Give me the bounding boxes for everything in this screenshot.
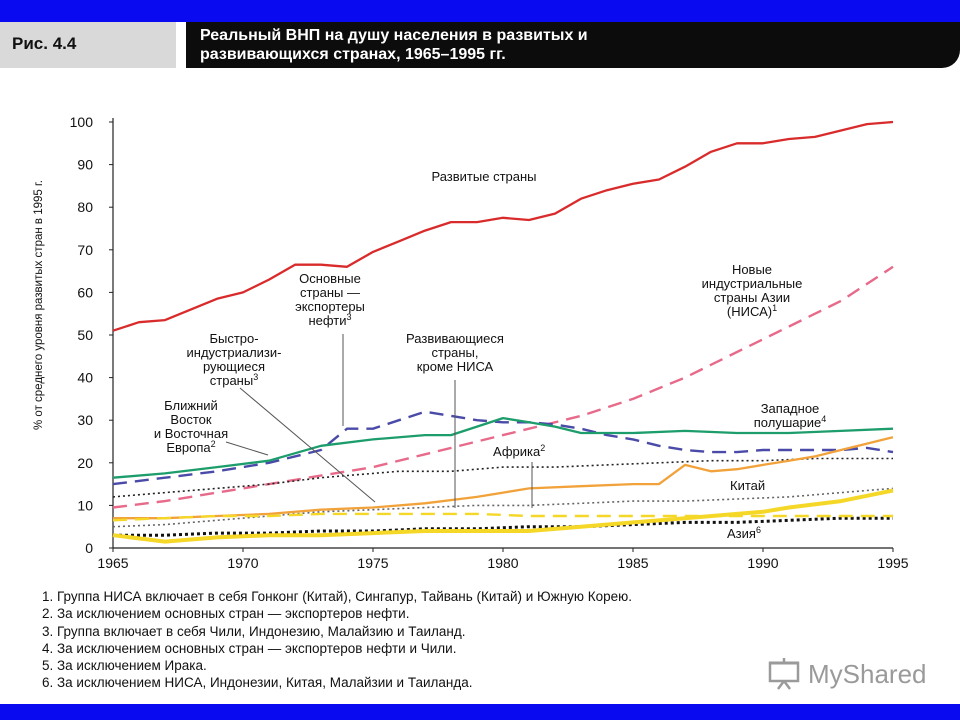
x-tick-label: 1965: [97, 555, 128, 571]
presentation-board-icon: [768, 658, 800, 690]
leader-middle-east: [225, 441, 269, 456]
series-line-china: [112, 488, 894, 544]
y-tick-label: 70: [77, 242, 93, 258]
x-tick-label: 1995: [877, 555, 908, 571]
footnotes: 1. Группа НИСА включает в себя Гонконг (…: [42, 588, 632, 692]
series-line-developing-excl-nics: [112, 487, 894, 528]
chart-annotations: Развитые страны Основные страны — экспортер…: [154, 169, 826, 541]
label-nics: Новые индустриальные страны Азии (НИСА)1: [702, 262, 803, 319]
chart-series: [112, 120, 894, 544]
label-western-hemisphere: Западное полушарие4: [754, 401, 826, 430]
y-tick-label: 60: [77, 284, 93, 300]
y-tick-label: 0: [85, 540, 93, 556]
title-box: Реальный ВНП на душу населения в развиты…: [186, 22, 960, 68]
label-developing-excl-nics: Развивающиеся страны, кроме НИСА: [406, 331, 504, 374]
label-oil-exporters: Основные страны — экспортеры нефти3: [295, 271, 365, 328]
y-tick-label: 80: [77, 199, 93, 215]
series-line-nics: [112, 265, 894, 509]
x-tick-label: 1980: [487, 555, 518, 571]
bottom-frame-bar: [0, 704, 960, 720]
footnote-4: 4. За исключением основных стран — экспо…: [42, 640, 457, 656]
y-axis-title: % от среднего уровня развитых стран в 19…: [33, 180, 45, 430]
y-tick-label: 100: [70, 114, 94, 130]
top-frame-bar: [0, 0, 960, 22]
footnote-2: 2. За исключением основных стран — экспо…: [42, 606, 410, 622]
y-tick-label: 50: [77, 327, 93, 343]
series-line-developed: [112, 120, 894, 332]
x-tick-label: 1985: [617, 555, 648, 571]
chart-title-line-2: развивающихся странах, 1965–1995 гг.: [200, 46, 506, 63]
label-asia: Азия6: [727, 525, 761, 541]
footnote-3: 3. Группа включает в себя Чили, Индонези…: [42, 623, 466, 639]
figure-label: Рис. 4.4: [12, 34, 77, 53]
y-tick-label: 10: [77, 497, 93, 513]
series-line-western-hemisphere: [112, 416, 894, 479]
series-line-dashed-yellow: [112, 512, 893, 522]
label-fast-industrializing: Быстро-индустриализи-рующиеся страны3: [187, 331, 282, 388]
series-line-oil-exporters: [112, 410, 894, 486]
x-tick-label: 1990: [747, 555, 778, 571]
chart-title-line-1: Реальный ВНП на душу населения в развиты…: [200, 27, 588, 44]
y-tick-label: 20: [77, 455, 93, 471]
label-africa: Африка2: [493, 443, 545, 459]
label-middle-east-europe: Ближний Восток и Восточная Европа2: [154, 398, 228, 455]
watermark-text: MyShared: [808, 658, 927, 689]
y-tick-label: 40: [77, 370, 93, 386]
label-china: Китай: [730, 478, 765, 493]
y-tick-label: 90: [77, 157, 93, 173]
watermark: MyShared: [768, 654, 927, 694]
label-developed-countries: Развитые страны: [431, 169, 536, 184]
x-tick-label: 1970: [227, 555, 258, 571]
series-line-middle-east-europe: [112, 457, 893, 498]
footnote-6: 6. За исключением НИСА, Индонезии, Китая…: [42, 675, 473, 691]
y-tick-label: 30: [77, 412, 93, 428]
series-line-africa: [113, 436, 894, 520]
footnote-1: 1. Группа НИСА включает в себя Гонконг (…: [42, 589, 633, 604]
footnote-5: 5. За исключением Ирака.: [42, 658, 207, 674]
line-chart: 0 10 20 30 40 50 60 70 80 90 100 1965 1970 1975 1980 19…: [33, 114, 909, 571]
chart-title: Реальный ВНП на душу населения в развиты…: [200, 26, 820, 64]
figure-header: Рис. 4.4 Реальный ВНП на душу населения …: [0, 22, 960, 68]
leader-fast-industrializing: [239, 387, 376, 503]
chart-axes: 0 10 20 30 40 50 60 70 80 90 100 1965 1970 1975 1980 19…: [33, 114, 909, 571]
x-tick-label: 1975: [357, 555, 388, 571]
figure-label-box: Рис. 4.4: [0, 22, 176, 68]
series-line-asia: [113, 516, 893, 537]
